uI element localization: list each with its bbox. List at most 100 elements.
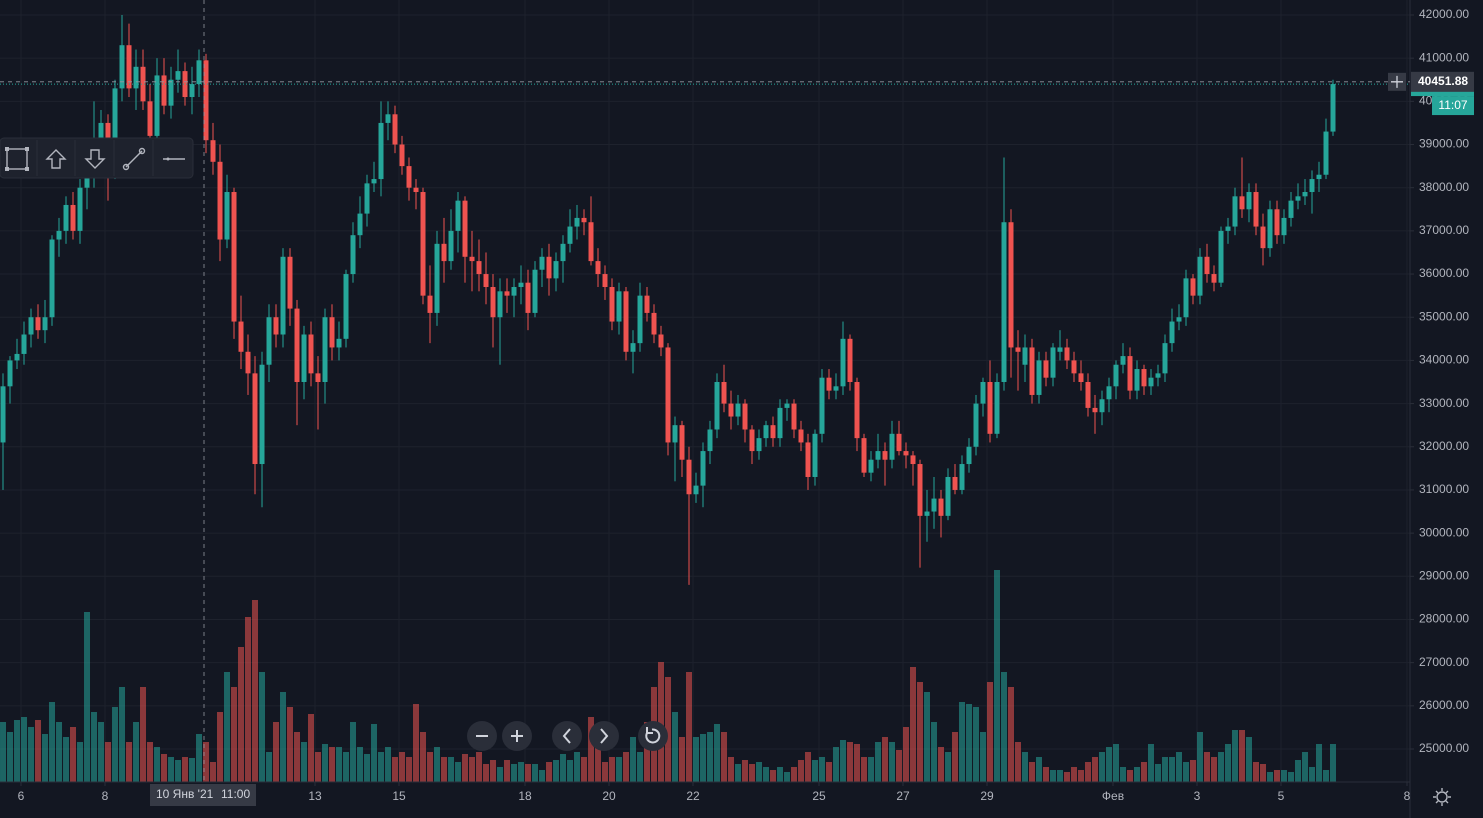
candle-body [1022,347,1028,365]
candle-body [168,79,174,106]
volume-bar [609,757,616,782]
add-alert-button[interactable] [1388,72,1406,91]
candle-body [1267,209,1273,249]
volume-bar [196,734,203,782]
volume-bar [1225,744,1232,782]
volume-bar [168,757,175,782]
volume-bar [1176,752,1183,782]
crosshair-date-label: 10 Янв '21 [156,787,214,801]
x-tick-label: 22 [686,789,700,803]
candle-body [203,60,209,141]
candle-body [175,71,181,80]
volume-bar [539,770,546,782]
volume-bar [175,760,182,782]
candle-body [1036,360,1042,395]
x-tick-label: 18 [518,789,532,803]
volume-bar [924,692,931,782]
tool-horizontal-line[interactable] [163,157,185,161]
candle-body [1232,196,1238,227]
candle-body [812,433,818,477]
volume-bar [777,767,784,782]
volume-bar [1008,687,1015,782]
volume-bar [1064,772,1071,782]
candle-body [49,239,55,318]
volume-bar [490,760,497,782]
volume-bar [910,667,917,782]
tool-arrow-up[interactable] [45,149,67,169]
candle-body [28,317,34,335]
volume-bar [595,742,602,782]
volume-bar [826,762,833,782]
candle-body [42,317,48,331]
settings-button[interactable] [1433,788,1451,806]
volume-bar [1260,764,1267,782]
volume-bar [1057,770,1064,782]
volume-bar [1085,762,1092,782]
volume-bar [917,682,924,782]
volume-bar [308,714,315,782]
candle-body [245,351,251,374]
y-tick-label: 30000.00 [1419,525,1469,539]
candle-body [63,204,69,231]
candle-body [420,192,426,296]
scroll-right-button[interactable] [589,721,619,751]
candle-body [679,425,685,460]
candle-body [483,274,489,288]
volume-bar [938,747,945,782]
volume-bar [798,760,805,782]
candle-body [133,66,139,89]
zoom-out-button[interactable] [467,721,497,751]
volume-bar [1253,762,1260,782]
candle-body [798,429,804,443]
volume-bar [140,687,147,782]
volume-bar [1036,757,1043,782]
candle-body [952,476,958,490]
volume-bar [553,760,560,782]
candle-body [469,256,475,262]
volume-bar [1071,767,1078,782]
tool-rectangle[interactable] [5,147,29,171]
volume-bar [1281,770,1288,782]
volume-bar [784,772,791,782]
volume-bar [532,764,539,782]
candle-body [434,243,440,313]
volume-bar [364,754,371,782]
countdown-label: 11:07 [1438,98,1467,112]
volume-bar [1323,770,1330,782]
volume-bar [112,707,119,782]
candle-body [266,317,272,365]
candle-body [406,166,412,188]
candle-body [301,334,307,382]
candle-body [399,144,405,167]
x-tick-label: 8 [1404,789,1411,803]
zoom-in-button[interactable] [502,721,532,751]
volume-layer [0,570,1337,782]
volume-bar [742,760,749,782]
volume-bar [1288,772,1295,782]
y-tick-label: 28000.00 [1419,612,1469,626]
reset-button[interactable] [638,721,668,751]
overlay: 11:07 40451.88 10 Янв '21 11:00 [0,0,1474,806]
volume-bar [147,742,154,782]
volume-bar [210,762,217,782]
candle-body [1127,356,1133,391]
volume-bar [707,732,714,782]
volume-bar [91,712,98,782]
volume-bar [581,757,588,782]
candle-body [1211,274,1217,283]
volume-bar [378,752,385,782]
volume-bar [1302,752,1309,782]
volume-bar [98,722,105,782]
scroll-left-button[interactable] [552,721,582,751]
volume-bar [420,732,427,782]
tool-arrow-down[interactable] [84,149,106,169]
candle-body [1239,196,1245,210]
x-tick-label: 3 [1194,789,1201,803]
volume-bar [441,757,448,782]
candle-body [77,187,83,231]
candle-body [630,343,636,352]
candle-body [658,334,664,348]
tool-trend-line[interactable] [122,147,146,171]
volume-bar [217,712,224,782]
